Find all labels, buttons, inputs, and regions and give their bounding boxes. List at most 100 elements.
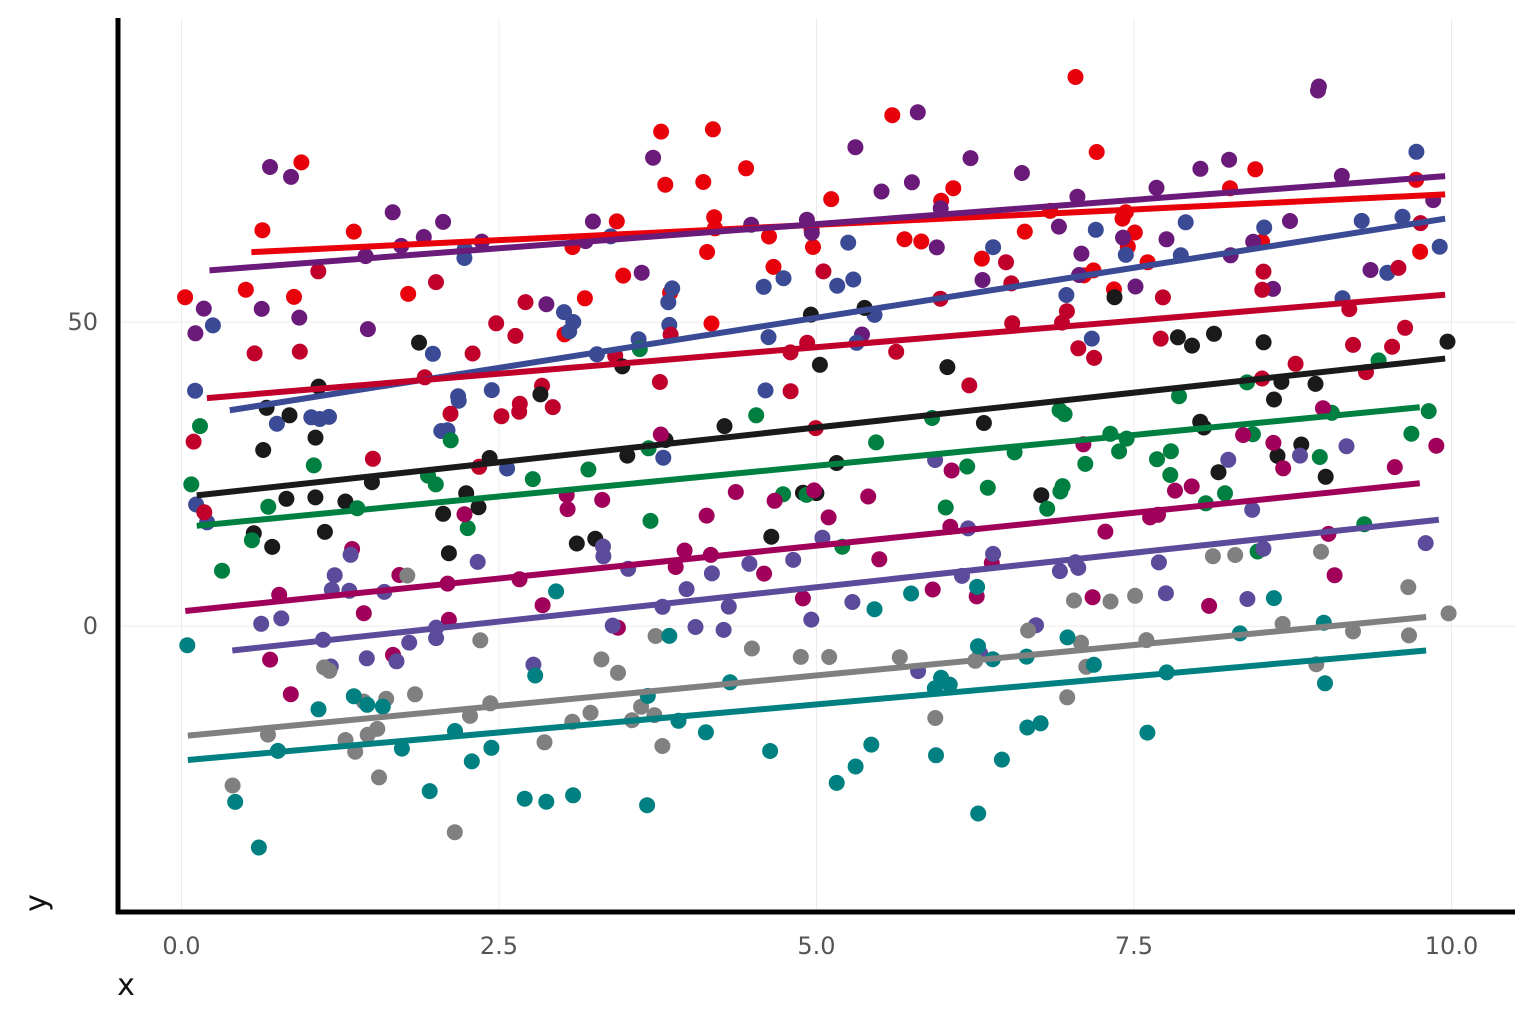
- data-point: [538, 296, 555, 313]
- data-point: [293, 154, 310, 171]
- data-point: [647, 628, 664, 644]
- data-point: [1039, 500, 1056, 517]
- data-point: [307, 489, 324, 506]
- data-point: [698, 507, 715, 524]
- data-point: [1171, 388, 1187, 405]
- data-point: [1158, 231, 1175, 248]
- trend-line: [185, 480, 1421, 614]
- data-point: [268, 415, 285, 432]
- data-point: [227, 793, 244, 810]
- data-point: [608, 213, 625, 230]
- data-point: [177, 289, 194, 306]
- data-point: [1167, 482, 1183, 499]
- data-point: [264, 538, 281, 555]
- data-point: [568, 535, 585, 552]
- data-point: [440, 545, 457, 562]
- x-tick-label: 5.0: [797, 932, 835, 960]
- data-point: [1148, 179, 1165, 196]
- data-point: [307, 429, 324, 446]
- data-point: [593, 651, 610, 668]
- data-point: [716, 418, 733, 435]
- data-point: [1315, 400, 1331, 417]
- data-point: [401, 634, 418, 651]
- data-point: [903, 174, 920, 191]
- data-point: [1184, 337, 1200, 354]
- data-point: [305, 457, 322, 474]
- data-point: [1058, 303, 1075, 320]
- data-point: [1255, 540, 1272, 557]
- y-tick-label: 0: [83, 612, 98, 640]
- data-point: [1401, 627, 1417, 644]
- data-point: [697, 724, 714, 741]
- data-point: [183, 476, 200, 493]
- trend-line: [187, 647, 1427, 763]
- data-point: [442, 432, 459, 449]
- data-point: [337, 493, 354, 510]
- data-point: [741, 555, 758, 572]
- data-point: [1083, 330, 1100, 347]
- data-point: [860, 488, 877, 505]
- data-point: [1117, 246, 1134, 263]
- data-point: [1177, 214, 1194, 231]
- data-point: [342, 546, 359, 563]
- data-point: [806, 482, 823, 499]
- trend-line: [196, 404, 1421, 529]
- data-point: [1431, 238, 1448, 255]
- data-point: [369, 720, 386, 737]
- data-point: [975, 415, 992, 431]
- data-point: [815, 263, 832, 280]
- trend-lines: [185, 173, 1446, 763]
- data-point: [657, 176, 674, 193]
- data-point: [1326, 567, 1343, 584]
- data-point: [1139, 724, 1156, 741]
- data-point: [828, 774, 845, 791]
- x-tick-label: 0.0: [162, 932, 200, 960]
- data-point: [559, 501, 576, 518]
- data-point: [556, 304, 572, 321]
- data-point: [262, 159, 278, 175]
- data-point: [762, 743, 779, 759]
- data-point: [866, 601, 883, 618]
- data-point: [246, 345, 263, 362]
- data-point: [483, 382, 500, 399]
- data-point: [1217, 485, 1233, 502]
- data-point: [868, 434, 885, 451]
- data-point: [610, 664, 626, 681]
- data-point: [1019, 719, 1036, 736]
- data-point: [388, 653, 405, 670]
- data-point: [974, 272, 991, 288]
- data-point: [979, 479, 996, 496]
- data-point: [1050, 218, 1067, 235]
- data-point: [645, 149, 662, 166]
- data-point: [727, 484, 744, 500]
- data-point: [743, 640, 760, 657]
- data-point: [187, 382, 204, 399]
- data-point: [282, 686, 299, 703]
- data-point: [945, 180, 962, 197]
- data-point: [187, 325, 204, 342]
- data-point: [1102, 593, 1119, 610]
- data-point: [821, 649, 838, 665]
- data-point: [582, 704, 599, 721]
- data-point: [970, 805, 987, 822]
- data-point: [310, 263, 327, 280]
- data-point: [998, 254, 1014, 271]
- data-point: [1157, 585, 1174, 602]
- data-point: [511, 395, 528, 412]
- data-point: [1282, 213, 1298, 229]
- data-point: [595, 538, 611, 555]
- data-point: [421, 783, 438, 800]
- data-point: [195, 300, 212, 317]
- data-point: [653, 123, 670, 140]
- data-point: [661, 627, 678, 644]
- data-point: [896, 231, 913, 248]
- data-point: [532, 386, 549, 403]
- data-point: [811, 356, 828, 373]
- data-point: [291, 343, 308, 360]
- data-point: [1127, 278, 1144, 295]
- data-point: [1073, 245, 1090, 262]
- data-point: [1127, 587, 1144, 604]
- data-point: [794, 590, 811, 607]
- data-point: [214, 562, 230, 579]
- data-point: [961, 377, 978, 394]
